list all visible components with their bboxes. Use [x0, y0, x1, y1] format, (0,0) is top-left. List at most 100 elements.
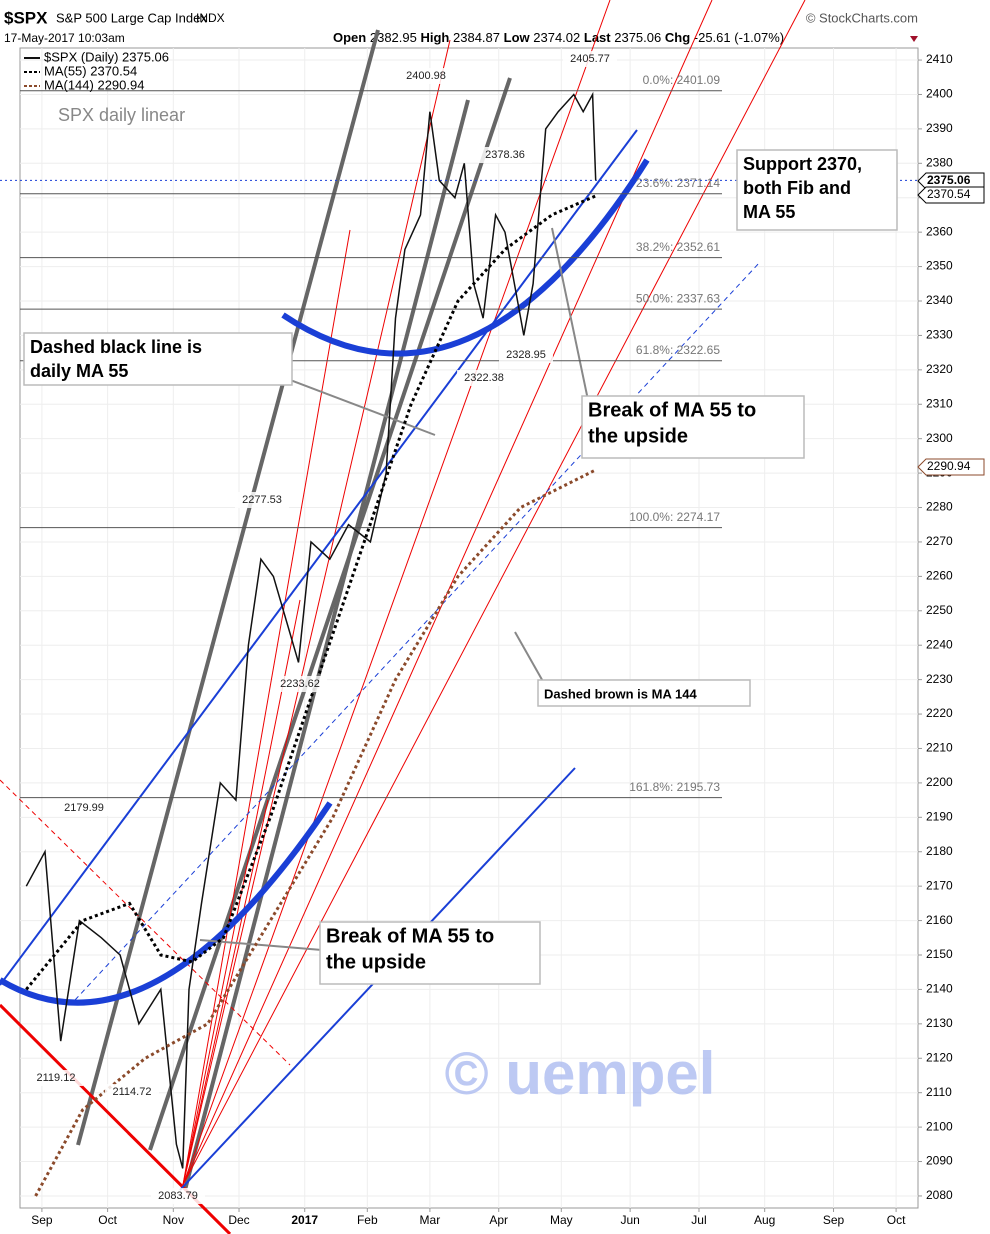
fib-label: 0.0%: 2401.09 — [643, 73, 721, 87]
price-tag-label: 2370.54 — [927, 187, 971, 201]
price-note: 2277.53 — [242, 494, 282, 506]
blue-arc — [0, 801, 333, 1006]
quote-value: 2382.95 — [370, 30, 417, 45]
x-tick-label: Aug — [754, 1213, 775, 1227]
fib-label: 50.0%: 2337.63 — [636, 291, 720, 305]
y-tick-label: 2300 — [926, 431, 953, 445]
y-tick-label: 2080 — [926, 1188, 953, 1202]
callout-box — [736, 149, 898, 231]
down-arrow — [910, 36, 918, 42]
callout-text: Break of MA 55 to — [588, 399, 756, 421]
callout-pointer — [284, 377, 436, 436]
exchange: INDX — [196, 11, 225, 25]
source: © StockCharts.com — [806, 10, 918, 25]
note-box — [151, 1188, 205, 1204]
x-tick-label: Nov — [163, 1213, 184, 1227]
fib-label: 23.6%: 2371.14 — [636, 176, 720, 190]
price-note: 2400.98 — [406, 70, 446, 82]
note-box — [478, 147, 532, 163]
y-tick-label: 2100 — [926, 1119, 953, 1133]
legend-entry: MA(144) 2290.94 — [44, 77, 144, 92]
callout-text: Support 2370, — [743, 154, 862, 174]
quote-label: Low — [504, 30, 531, 45]
red-fan-line — [182, 39, 451, 1186]
y-tick-label: 2120 — [926, 1050, 953, 1064]
note-box — [105, 1084, 159, 1100]
quote-label: Chg — [665, 30, 690, 45]
y-tick-label: 2130 — [926, 1016, 953, 1030]
legend-entry: $SPX (Daily) 2375.06 — [44, 49, 169, 64]
quote-value: 2375.06 — [614, 30, 661, 45]
callout-text: Break of MA 55 to — [326, 925, 494, 947]
watermark: © uempel — [445, 1040, 716, 1107]
y-tick-label: 2250 — [926, 603, 953, 617]
callout-text: the upside — [326, 951, 426, 973]
x-tick-label: Feb — [357, 1213, 378, 1227]
x-tick-label: Jul — [691, 1213, 706, 1227]
note-box — [499, 347, 553, 363]
x-tick-label: Oct — [98, 1213, 117, 1227]
red-dashed-line — [0, 779, 291, 1066]
x-tick-label: Sep — [31, 1213, 53, 1227]
y-tick-label: 2230 — [926, 672, 953, 686]
price-note: 2322.38 — [464, 372, 504, 384]
series-line — [25, 194, 597, 991]
series-line — [25, 91, 597, 1169]
price-note: 2405.77 — [570, 53, 610, 65]
price-note: 2083.79 — [158, 1190, 198, 1202]
price-tag — [917, 186, 985, 204]
blue-arc — [281, 158, 650, 357]
y-tick-label: 2240 — [926, 637, 953, 651]
legend-entry: MA(55) 2370.54 — [44, 63, 137, 78]
note-box — [57, 800, 111, 816]
y-tick-label: 2270 — [926, 534, 953, 548]
quote-label: Open — [333, 30, 366, 45]
note-box — [563, 51, 617, 67]
chart-label: SPX daily linear — [58, 105, 185, 125]
x-tick-label: Mar — [420, 1213, 441, 1227]
callout-pointer — [514, 631, 546, 686]
quote: Open 2382.95 High 2384.87 Low 2374.02 La… — [333, 30, 784, 45]
timestamp: 17-May-2017 10:03am — [4, 31, 125, 45]
x-tick-label: Sep — [823, 1213, 845, 1227]
price-note: 2119.12 — [37, 1072, 76, 1084]
y-tick-label: 2280 — [926, 500, 953, 514]
price-note: 2328.95 — [506, 349, 546, 361]
price-tag — [917, 458, 985, 476]
y-tick-label: 2090 — [926, 1154, 953, 1168]
callout-box — [537, 679, 751, 707]
x-tick-label: Dec — [228, 1213, 249, 1227]
y-tick-label: 2200 — [926, 775, 953, 789]
callout-text: the upside — [588, 425, 688, 447]
quote-value: -25.61 (-1.07%) — [694, 30, 784, 45]
y-tick-label: 2110 — [926, 1085, 952, 1099]
red-fan-line — [182, 0, 611, 1186]
y-tick-label: 2180 — [926, 844, 953, 858]
y-tick-label: 2400 — [926, 87, 953, 101]
price-note: 2114.72 — [113, 1086, 152, 1098]
fib-label: 61.8%: 2322.65 — [636, 343, 720, 357]
overlay: 2080 2090 2100 2110 2120 2130 2140 2150 2160 2170… — [23, 49, 985, 1227]
callout-text: Dashed black line is — [30, 337, 202, 357]
note-box — [457, 370, 511, 386]
blue-dashed-line — [74, 261, 761, 1001]
fib-label: 161.8%: 2195.73 — [629, 780, 720, 794]
y-tick-label: 2210 — [926, 741, 953, 755]
price-tag-label: 2375.06 — [927, 173, 971, 187]
y-tick-label: 2340 — [926, 293, 953, 307]
y-tick-label: 2170 — [926, 878, 953, 892]
callout-text: MA 55 — [743, 202, 795, 222]
x-tick-label: 2017 — [291, 1213, 318, 1227]
quote-value: 2374.02 — [533, 30, 580, 45]
gray-trendline — [148, 77, 512, 1151]
x-tick-label: Apr — [489, 1213, 508, 1227]
gray-trendline — [76, 29, 380, 1146]
y-tick-label: 2160 — [926, 913, 953, 927]
price-tag-label: 2290.94 — [927, 459, 971, 473]
trendlines — [0, 0, 806, 1234]
note-box — [235, 492, 289, 508]
y-tick-label: 2310 — [926, 396, 953, 410]
y-tick-label: 2140 — [926, 982, 953, 996]
callout-box — [319, 921, 541, 985]
plot-frame — [19, 47, 919, 1209]
